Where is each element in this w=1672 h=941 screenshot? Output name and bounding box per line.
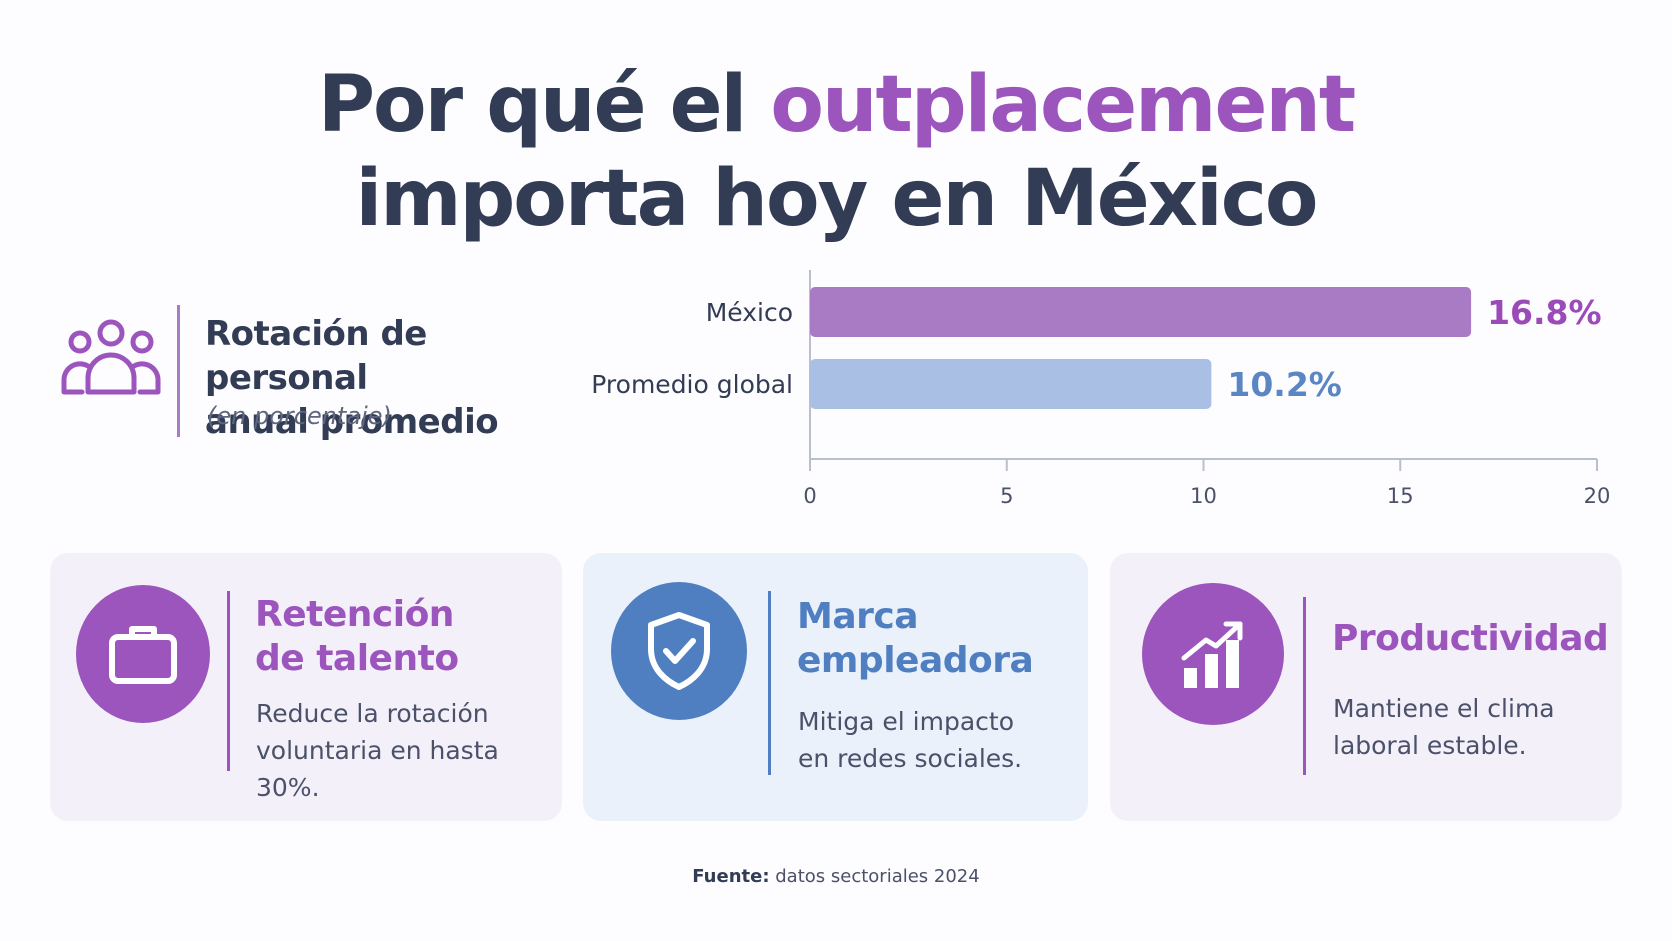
card-retention-text: Reduce la rotación voluntaria en hasta 3… (256, 699, 499, 802)
card-productivity-divider (1303, 597, 1306, 775)
card-productivity-circle (1142, 583, 1284, 725)
bar-0 (810, 287, 1472, 337)
shield-check-icon (648, 612, 710, 690)
value-label-1: 10.2% (1227, 365, 1342, 404)
x-tick-label-3: 15 (1387, 484, 1414, 508)
card-retention-title: Retención de talento (255, 594, 459, 679)
category-label-1: Promedio global (591, 370, 793, 399)
x-tick-label-2: 10 (1190, 484, 1217, 508)
card-retention-divider (227, 591, 230, 771)
x-tick-label-0: 0 (803, 484, 816, 508)
title-line-2: importa hoy en México (355, 154, 1318, 244)
title-line-1: Por qué el outplacement (317, 60, 1356, 150)
card-brand-circle (611, 582, 747, 720)
card-brand-divider (768, 591, 771, 775)
card-productivity-text: Mantiene el clima laboral estable. (1333, 694, 1555, 760)
stat-title: Rotación de personal anual promedio (205, 314, 499, 442)
x-tick-label-4: 20 (1584, 484, 1611, 508)
x-tick-label-1: 5 (1000, 484, 1013, 508)
people-group-icon (61, 319, 161, 395)
stat-divider (177, 305, 180, 437)
source-text: datos sectoriales 2024 (769, 866, 980, 887)
source-note: Fuente: datos sectoriales 2024 (0, 866, 1672, 887)
turnover-bar-chart: 0 5 10 15 20 México 16.8% Promedio global 10.2% (591, 270, 1611, 508)
stat-subtitle: (en porcentaje) (207, 402, 392, 430)
category-label-0: México (706, 298, 793, 327)
page-title: Por qué el outplacement importa hoy en M… (0, 58, 1672, 246)
card-brand-text: Mitiga el impacto en redes sociales. (798, 707, 1023, 773)
growth-chart-icon (1181, 621, 1243, 688)
card-retention-circle (76, 585, 210, 723)
bar-1 (810, 359, 1212, 409)
briefcase-icon (109, 626, 177, 684)
card-employer-brand: Marca empleadora Mitiga el impacto en re… (583, 553, 1088, 821)
source-label: Fuente: (692, 866, 770, 887)
card-productivity-title: Productividad (1332, 618, 1609, 659)
card-brand-title: Marca empleadora (797, 596, 1034, 681)
card-retention: Retención de talento Reduce la rotación … (50, 553, 562, 821)
value-label-0: 16.8% (1487, 293, 1602, 332)
title-accent: outplacement (770, 60, 1356, 150)
card-productivity: Productividad Mantiene el clima laboral … (1110, 553, 1622, 821)
